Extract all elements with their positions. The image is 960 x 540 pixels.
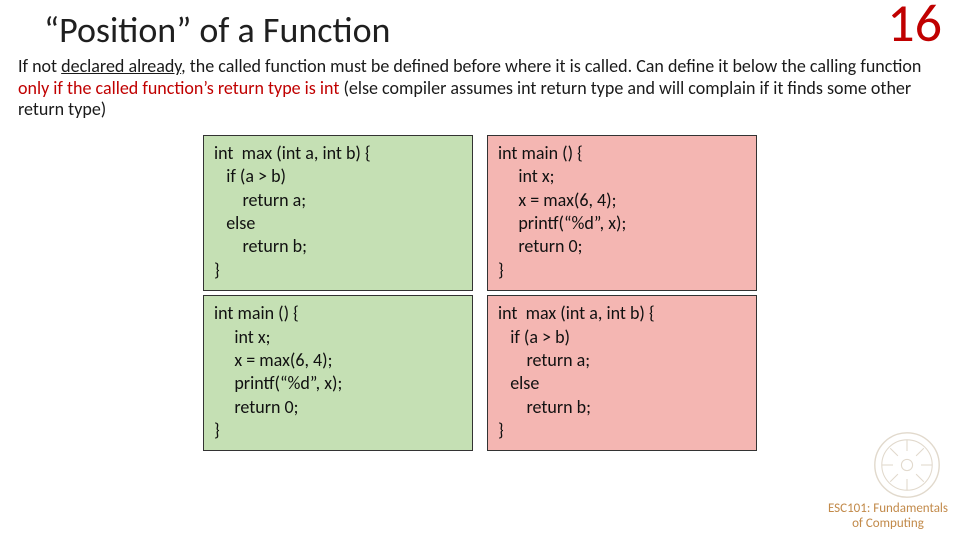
- code-content: int main () { int x; x = max(6, 4); prin…: [498, 142, 746, 282]
- code-content: int max (int a, int b) { if (a > b) retu…: [498, 302, 746, 442]
- slide-header: “Position” of a Function 16: [0, 0, 960, 52]
- slide-number: 16: [887, 0, 942, 56]
- code-box-max-green: int max (int a, int b) { if (a > b) retu…: [203, 135, 473, 291]
- slide-title: “Position” of a Function: [44, 8, 390, 52]
- course-line: ESC101: Fundamentals: [828, 502, 948, 517]
- slide-subtitle: If not declared already, the called func…: [0, 56, 960, 121]
- right-column: int main () { int x; x = max(6, 4); prin…: [487, 135, 757, 452]
- code-box-main-green: int main () { int x; x = max(6, 4); prin…: [203, 295, 473, 451]
- left-column: int max (int a, int b) { if (a > b) retu…: [203, 135, 473, 452]
- code-content: int main () { int x; x = max(6, 4); prin…: [214, 302, 462, 442]
- subtitle-underlined: declared already: [61, 55, 181, 77]
- course-footer: ESC101: Fundamentals of Computing: [828, 502, 948, 532]
- code-box-max-pink: int max (int a, int b) { if (a > b) retu…: [487, 295, 757, 451]
- subtitle-part: If not: [18, 55, 61, 77]
- subtitle-part: , the called function must be defined be…: [181, 55, 921, 77]
- course-line: of Computing: [828, 517, 948, 532]
- code-content: int max (int a, int b) { if (a > b) retu…: [214, 142, 462, 282]
- code-columns: int max (int a, int b) { if (a > b) retu…: [0, 135, 960, 452]
- institute-seal-icon: [872, 430, 942, 500]
- subtitle-highlight: only if the called function’s return typ…: [18, 77, 339, 99]
- code-box-main-pink: int main () { int x; x = max(6, 4); prin…: [487, 135, 757, 291]
